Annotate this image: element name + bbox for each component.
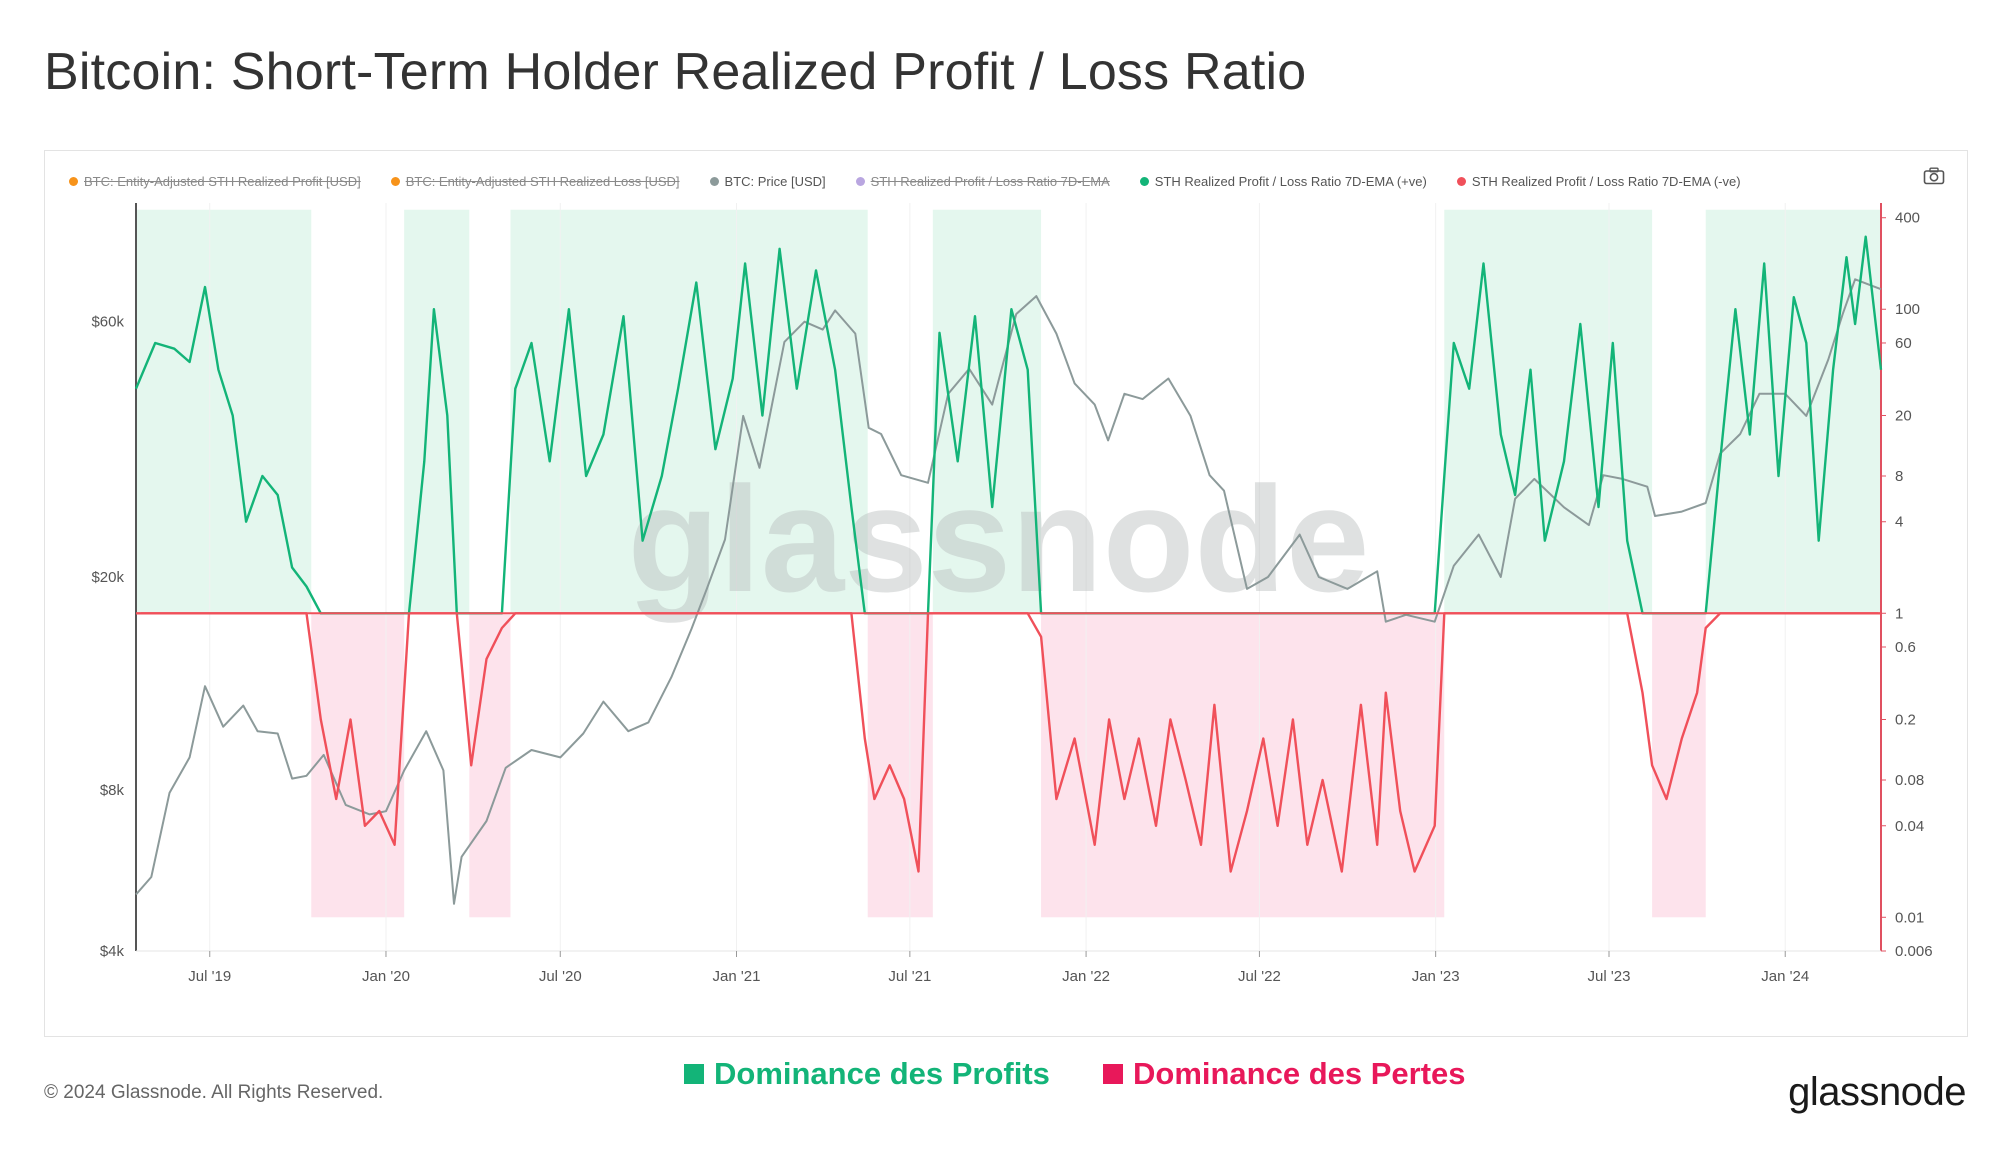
legend-item-2[interactable]: BTC: Price [USD] xyxy=(709,173,826,189)
watermark: glassnode xyxy=(628,455,1370,623)
copyright: © 2024 Glassnode. All Rights Reserved. xyxy=(44,1082,384,1103)
camera-icon[interactable] xyxy=(1923,167,1945,185)
loss-zone xyxy=(1652,613,1706,918)
x-tick-label: Jan '21 xyxy=(713,968,761,985)
x-tick-label: Jul '20 xyxy=(539,968,582,985)
page-title: Bitcoin: Short-Term Holder Realized Prof… xyxy=(44,43,1307,101)
legend-dot-icon xyxy=(709,176,719,186)
y-right-tick-label: 20 xyxy=(1895,407,1912,424)
profit-zone xyxy=(510,209,868,614)
y-right-tick-label: 1 xyxy=(1895,605,1903,622)
chart-frame: BTC: Entity-Adjusted STH Realized Profit… xyxy=(44,150,1968,1037)
x-tick-label: Jan '23 xyxy=(1412,968,1460,985)
legend-dot-icon xyxy=(69,176,78,186)
x-tick-label: Jul '19 xyxy=(188,968,231,985)
x-tick-label: Jan '22 xyxy=(1062,968,1110,985)
brand-logo: glassnode xyxy=(1788,1070,1966,1114)
y-right-tick-label: 60 xyxy=(1895,335,1912,352)
legend-label: STH Realized Profit / Loss Ratio 7D-EMA xyxy=(870,173,1110,189)
legend-label: STH Realized Profit / Loss Ratio 7D-EMA … xyxy=(1154,173,1427,189)
legend-dot-icon xyxy=(390,176,400,186)
y-right-tick-label: 8 xyxy=(1895,468,1903,485)
footer-legend-profit: Dominance des Profits xyxy=(684,1056,1050,1092)
legend-dot-icon xyxy=(1139,176,1149,186)
loss-square-icon xyxy=(1103,1064,1123,1084)
legend-label: STH Realized Profit / Loss Ratio 7D-EMA … xyxy=(1471,173,1741,189)
y-right-tick-label: 0.04 xyxy=(1895,818,1924,835)
y-right-tick-label: 0.01 xyxy=(1895,909,1924,926)
y-right-tick-label: 4 xyxy=(1895,514,1903,531)
profit-zone xyxy=(136,209,312,614)
profit-zone xyxy=(1705,209,1881,614)
legend-label: BTC: Entity-Adjusted STH Realized Loss [… xyxy=(405,173,680,189)
y-left-tick-label: $20k xyxy=(91,569,124,586)
chart-plot: glassnode Jul '19 Jan '20 Jul '20 Jan '21 Jul… xyxy=(91,203,1933,985)
legend-dot-icon xyxy=(855,176,865,186)
y-right-tick-label: 0.2 xyxy=(1895,712,1916,729)
y-right-tick-label: 0.6 xyxy=(1895,639,1916,656)
x-tick-label: Jul '23 xyxy=(1588,968,1631,985)
x-tick-label: Jul '22 xyxy=(1238,968,1281,985)
legend-item-1[interactable]: BTC: Entity-Adjusted STH Realized Loss [… xyxy=(390,173,680,189)
profit-zone xyxy=(1444,209,1653,614)
y-right-tick-label: 100 xyxy=(1895,301,1920,318)
legend-item-4[interactable]: STH Realized Profit / Loss Ratio 7D-EMA … xyxy=(1139,173,1427,189)
loss-label: Dominance des Pertes xyxy=(1133,1056,1466,1091)
y-left-tick-label: $60k xyxy=(91,314,124,331)
legend-label: BTC: Price [USD] xyxy=(724,173,826,189)
y-right-tick-label: 400 xyxy=(1895,210,1920,227)
chart-legend: BTC: Entity-Adjusted STH Realized Profit… xyxy=(69,161,1889,201)
legend-dot-icon xyxy=(1456,176,1466,186)
loss-zone xyxy=(1041,613,1445,918)
legend-item-5[interactable]: STH Realized Profit / Loss Ratio 7D-EMA … xyxy=(1456,173,1741,189)
y-right-tick-label: 0.006 xyxy=(1895,943,1933,960)
ratio-positive-line xyxy=(134,235,1883,615)
profit-label: Dominance des Profits xyxy=(714,1056,1050,1091)
x-tick-label: Jan '20 xyxy=(362,968,410,985)
loss-zone xyxy=(469,613,511,918)
legend-label: BTC: Entity-Adjusted STH Realized Profit… xyxy=(84,173,361,189)
legend-item-0[interactable]: BTC: Entity-Adjusted STH Realized Profit… xyxy=(69,174,361,189)
y-left-tick-label: $8k xyxy=(100,782,125,799)
x-tick-label: Jan '24 xyxy=(1761,968,1809,985)
y-left-tick-label: $4k xyxy=(100,943,125,960)
x-tick-label: Jul '21 xyxy=(888,968,931,985)
profit-square-icon xyxy=(684,1064,704,1084)
footer-legend-loss: Dominance des Pertes xyxy=(1103,1056,1466,1092)
y-right-tick-label: 0.08 xyxy=(1895,772,1924,789)
legend-item-3[interactable]: STH Realized Profit / Loss Ratio 7D-EMA xyxy=(855,173,1110,189)
